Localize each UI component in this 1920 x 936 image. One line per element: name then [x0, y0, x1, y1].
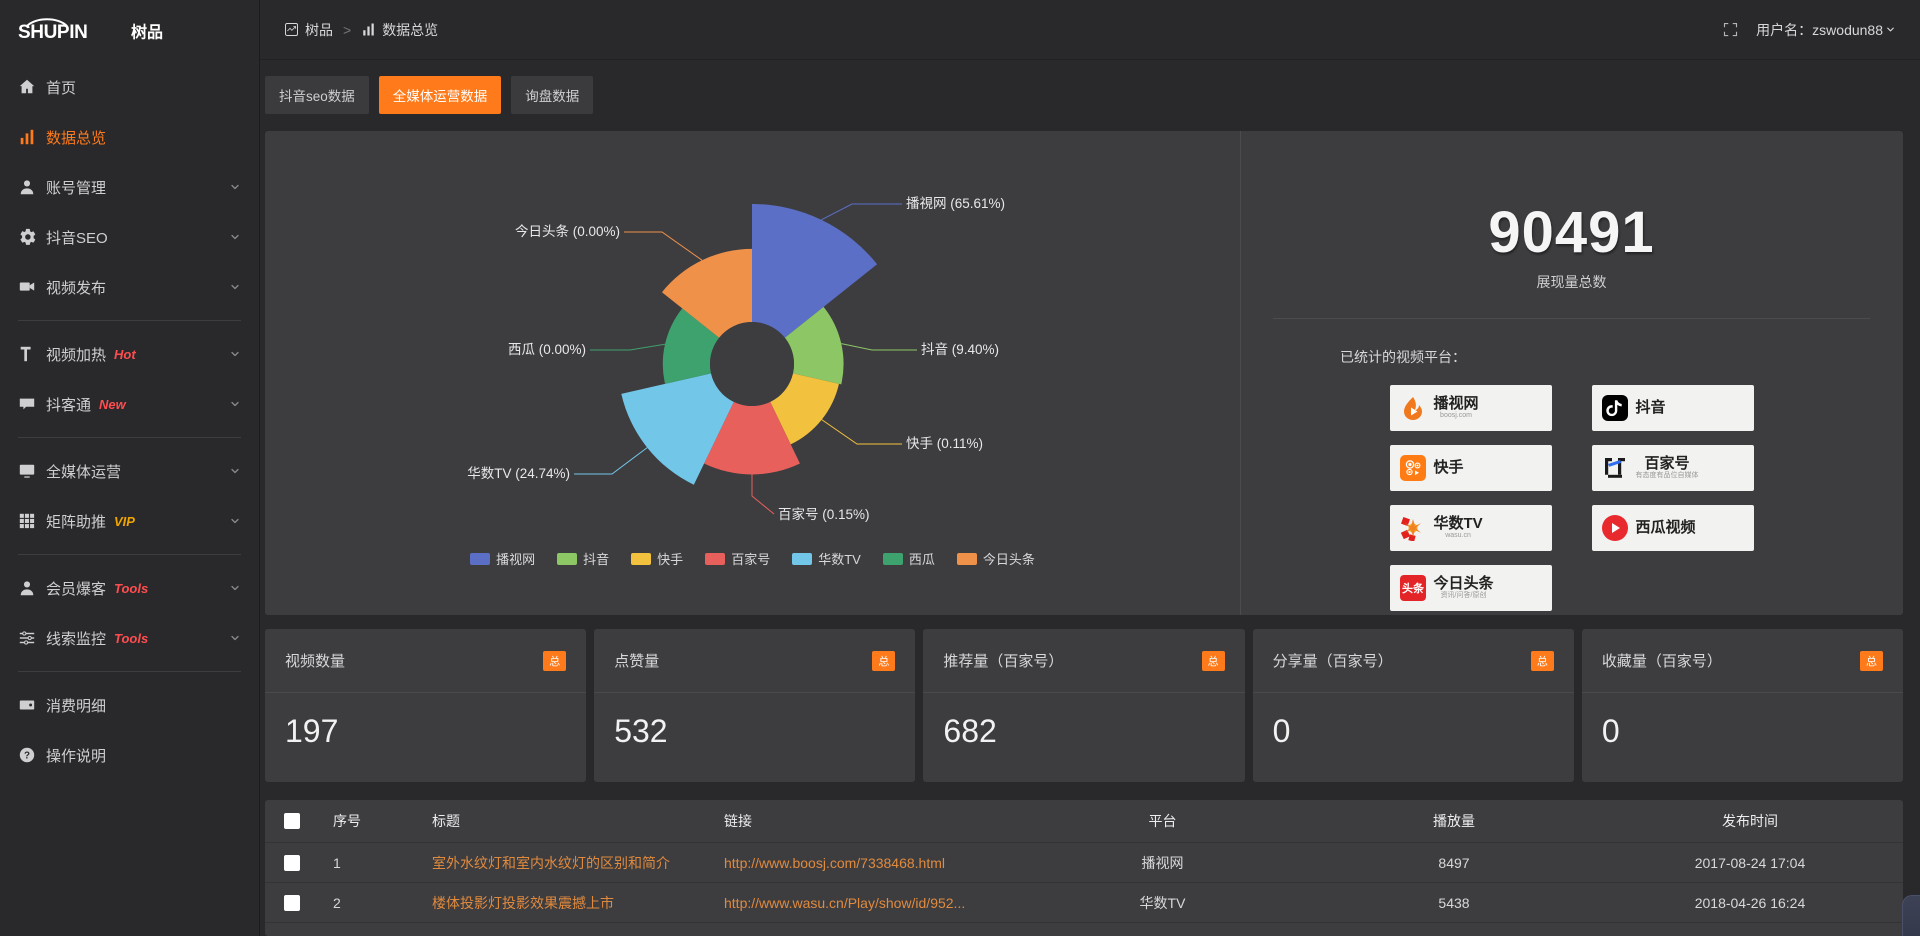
svg-text:树品: 树品 — [131, 23, 163, 42]
svg-text:?: ? — [24, 751, 30, 762]
svg-text:西瓜 (0.00%): 西瓜 (0.00%) — [508, 342, 586, 357]
svg-text:百家号 (0.15%): 百家号 (0.15%) — [778, 506, 870, 522]
svg-text:今日头条 (0.00%): 今日头条 (0.00%) — [515, 223, 620, 239]
svg-text:播視网 (65.61%): 播視网 (65.61%) — [906, 196, 1005, 211]
svg-text:快手 (0.11%): 快手 (0.11%) — [906, 436, 983, 451]
svg-text:抖音 (9.40%): 抖音 (9.40%) — [921, 341, 999, 357]
svg-text:华数TV (24.74%): 华数TV (24.74%) — [467, 466, 570, 481]
svg-text:SHUPIN: SHUPIN — [18, 22, 87, 42]
svg-text:头条: 头条 — [1402, 581, 1425, 595]
